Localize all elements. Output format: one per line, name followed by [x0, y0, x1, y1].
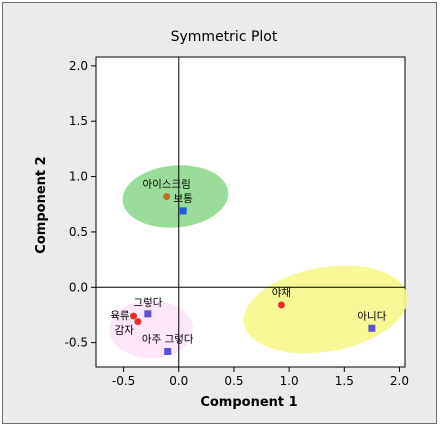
- point-label: 감자: [115, 325, 135, 337]
- x-axis-title: Component 1: [200, 395, 297, 410]
- column-point-marker: [368, 324, 376, 332]
- point-label: 육류: [110, 310, 130, 322]
- chart-title: Symmetric Plot: [171, 29, 278, 45]
- column-point-marker: [144, 310, 152, 318]
- column-point-marker: [164, 348, 172, 355]
- x-tick-label: 0.0: [169, 374, 188, 388]
- row-point-marker: [130, 312, 138, 320]
- point-label: 보통: [174, 193, 194, 205]
- y-tick-label: -0.5: [65, 336, 88, 350]
- point-label: 그렇다: [133, 296, 162, 309]
- y-tick-label: 1.0: [69, 170, 88, 184]
- y-tick-label: 0.0: [69, 280, 88, 294]
- x-tick-label: 1.0: [280, 374, 299, 388]
- point-label: 아이스크림: [142, 179, 190, 191]
- axis-ticks: -0.5 0.0 0.5 1.0 1.5 2.0 -0.5 0.0 0.5 1.0 1.5 2.0: [65, 59, 409, 388]
- x-tick-label: 2.0: [390, 374, 409, 388]
- group-ellipse-1: [122, 165, 229, 228]
- column-point-marker: [179, 207, 187, 215]
- row-point-marker: [163, 193, 171, 200]
- row-point-marker: [134, 318, 142, 326]
- row-point-marker: [277, 301, 285, 309]
- y-tick-label: 2.0: [69, 59, 88, 73]
- data-points: [130, 193, 376, 355]
- y-axis-title: Component 2: [34, 156, 49, 253]
- reference-lines: [96, 57, 405, 367]
- y-tick-label: 0.5: [69, 225, 88, 239]
- point-label: 아니다: [357, 310, 386, 322]
- x-tick-label: 0.5: [224, 374, 243, 388]
- point-label: 아주 그렇다: [142, 333, 194, 346]
- x-tick-label: 1.5: [335, 374, 354, 388]
- x-tick-label: -0.5: [112, 374, 135, 388]
- y-tick-label: 1.5: [69, 114, 88, 128]
- point-label: 야채: [272, 286, 291, 299]
